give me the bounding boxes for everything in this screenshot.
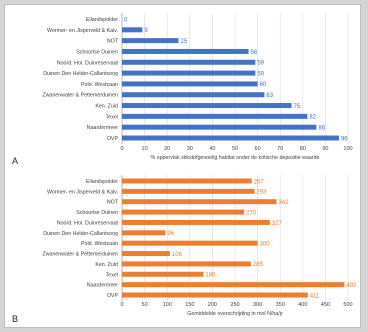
tick-label: 150 (185, 302, 194, 308)
data-label: 342 (279, 200, 290, 206)
data-label: 270 (246, 210, 257, 216)
bar (122, 178, 252, 184)
tick-label: 100 (343, 146, 352, 152)
tick-label: 350 (276, 302, 285, 308)
category-label: Pold. Westzaan (81, 82, 118, 88)
x-axis-title: Gemiddelde overschrijding in mol N/ha/jr (187, 311, 283, 317)
data-label: 59 (257, 71, 264, 77)
category-label: NOT (107, 39, 119, 45)
bar (122, 199, 277, 205)
bar (122, 124, 317, 130)
category-label: Zwanenwater & Pettemerduinen (42, 93, 118, 99)
category-label: Texel (106, 272, 118, 278)
category-label: Naardermeer (87, 125, 118, 131)
data-label: 492 (346, 283, 357, 289)
tick-label: 50 (232, 146, 238, 152)
data-label: 63 (266, 93, 273, 99)
data-label: 287 (254, 179, 265, 185)
bar (122, 48, 249, 54)
panel-label: B (12, 314, 18, 324)
category-label: OVP (107, 293, 119, 299)
category-label: Ken. Zuid (95, 104, 118, 110)
tick-label: 100 (163, 302, 172, 308)
tick-label: 200 (208, 302, 217, 308)
category-label: NOT (107, 200, 119, 206)
bar (122, 271, 204, 277)
tick-label: 70 (277, 146, 283, 152)
tick-label: 450 (321, 302, 330, 308)
category-label: Ken. Zuid (95, 262, 118, 268)
bar (122, 261, 251, 267)
data-label: 86 (318, 125, 325, 131)
data-label: 285 (253, 262, 264, 268)
data-label: 96 (167, 231, 174, 237)
bar (122, 92, 265, 98)
category-label: OVP (107, 136, 119, 142)
bar (122, 70, 256, 76)
bar (122, 251, 170, 257)
tick-label: 10 (142, 146, 148, 152)
bar (122, 230, 166, 236)
data-label: 411 (310, 293, 320, 299)
tick-label: 40 (209, 146, 215, 152)
category-label: Schoorlse Duinen (76, 210, 118, 216)
category-label: Noord. Hol. Duinreservaat (57, 220, 119, 226)
tick-label: 0 (120, 302, 123, 308)
bar (122, 27, 143, 33)
category-label: Schoorlse Duinen (76, 49, 118, 55)
bar (122, 103, 292, 109)
category-label: Zwanenwater & Pettemerduinen (42, 252, 118, 258)
data-label: 60 (260, 82, 267, 88)
tick-label: 0 (120, 146, 123, 152)
figure-frame: Eilandspolder 0 Wormer- en Jisperveld & Ka… (4, 4, 361, 328)
bar (122, 240, 258, 246)
figure-svg: Eilandspolder 0 Wormer- en Jisperveld & Ka… (12, 13, 357, 324)
data-label: 56 (251, 50, 258, 56)
panel-label: A (12, 156, 18, 166)
tick-label: 50 (142, 302, 148, 308)
data-label: 96 (341, 136, 348, 142)
tick-label: 500 (343, 302, 352, 308)
category-label: Duinen Den Helder-Callantsoog (43, 231, 118, 237)
category-label: Eilandspolder (86, 179, 118, 185)
bar (122, 135, 339, 141)
tick-label: 90 (322, 146, 328, 152)
data-label: 106 (172, 252, 183, 258)
tick-label: 60 (255, 146, 261, 152)
data-label: 75 (294, 104, 301, 110)
bar (122, 292, 308, 298)
data-label: 25 (181, 39, 188, 45)
data-label: 82 (309, 115, 316, 121)
category-label: Eilandspolder (86, 17, 118, 23)
data-label: 9 (144, 28, 148, 34)
bar (122, 188, 255, 194)
data-label: 180 (205, 273, 216, 279)
bar (122, 38, 179, 44)
category-label: Noord. Hol. Duinreservaat (57, 60, 119, 66)
category-label: Wormer- en Jisperveld & Kalv. (47, 28, 118, 34)
x-axis-title: % oppervlak stikstofgevoelig habitat ond… (150, 155, 319, 161)
category-label: Wormer- en Jisperveld & Kalv. (47, 189, 118, 195)
tick-label: 20 (164, 146, 170, 152)
data-label: 300 (260, 241, 271, 247)
data-label: 0 (124, 17, 128, 23)
bar (122, 209, 245, 215)
category-label: Naardermeer (87, 283, 118, 289)
tick-label: 300 (253, 302, 262, 308)
bar (122, 59, 256, 65)
tick-label: 400 (298, 302, 307, 308)
data-label: 59 (257, 61, 264, 67)
category-label: Pold. Westzaan (81, 241, 118, 247)
bar (122, 81, 258, 87)
bar (122, 113, 308, 119)
bar (122, 282, 345, 288)
tick-label: 250 (230, 302, 239, 308)
data-label: 293 (256, 190, 267, 196)
category-label: Duinen Den Helder-Callantsoog (43, 71, 118, 77)
category-label: Texel (106, 114, 118, 120)
bar (122, 219, 270, 225)
data-label: 327 (272, 221, 283, 227)
tick-label: 30 (187, 146, 193, 152)
tick-label: 80 (300, 146, 306, 152)
